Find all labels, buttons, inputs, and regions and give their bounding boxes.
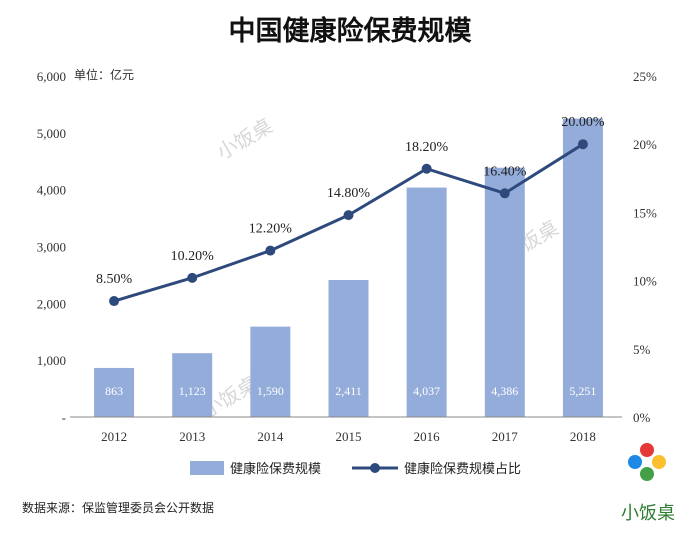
line-value-label: 20.00%	[561, 115, 605, 130]
chart-title: 中国健康险保费规模	[229, 15, 472, 47]
line-value-label: 18.20%	[405, 140, 449, 155]
bar	[172, 353, 213, 417]
right-axis: 0% 5% 10% 15% 20% 25%	[633, 69, 657, 425]
bar-value-label: 5,251	[569, 384, 596, 398]
bar	[328, 279, 369, 417]
left-axis: - 1,000 2,000 3,000 4,000 5,000 6,000	[37, 69, 66, 425]
x-axis: 2012 2013 2014 2015 2016 2017 2018	[101, 429, 596, 444]
x-axis-tick-label: 2017	[492, 429, 519, 444]
line-value-label: 8.50%	[96, 272, 133, 287]
right-axis-tick-label: 5%	[633, 342, 651, 357]
left-axis-tick-label: 3,000	[37, 240, 66, 255]
watermark-text: 小饭桌	[213, 114, 277, 165]
bar	[406, 187, 447, 417]
line-value-label: 10.20%	[171, 249, 215, 264]
x-axis-tick-label: 2016	[414, 429, 441, 444]
source-note: 数据来源：保监管理委员会公开数据	[22, 500, 214, 515]
x-axis-tick-label: 2014	[257, 429, 284, 444]
x-axis-tick-label: 2015	[336, 429, 362, 444]
legend-line-marker	[370, 463, 380, 473]
brand-logo: 小饭桌	[621, 443, 675, 524]
bar	[484, 167, 525, 417]
right-axis-tick-label: 10%	[633, 274, 657, 289]
legend-bar-swatch	[190, 461, 224, 475]
unit-label: 单位：亿元	[74, 67, 134, 82]
bar-value-label: 1,123	[179, 384, 206, 398]
right-axis-tick-label: 0%	[633, 410, 651, 425]
line-series	[109, 139, 588, 307]
line-value-label: 16.40%	[483, 164, 527, 179]
line-labels: 8.50% 10.20% 12.20% 14.80% 18.20% 16.40% 20.00…	[96, 115, 605, 287]
x-axis-tick-label: 2012	[101, 429, 127, 444]
bar-value-label: 4,386	[491, 384, 518, 398]
left-axis-tick-label: 5,000	[37, 126, 66, 141]
bar-value-label: 1,590	[257, 384, 284, 398]
logo-icon	[628, 443, 666, 481]
line-point	[109, 296, 120, 307]
line-point	[577, 139, 588, 150]
bar-value-label: 863	[105, 384, 123, 398]
legend-line-label: 健康险保费规模占比	[404, 461, 521, 477]
right-axis-tick-label: 15%	[633, 205, 657, 220]
bar-series	[94, 118, 603, 417]
left-axis-tick-label: 2,000	[37, 296, 66, 311]
bar-labels: 863 1,123 1,590 2,411 4,037 4,386 5,251	[105, 384, 596, 398]
right-axis-tick-label: 25%	[633, 69, 657, 84]
x-axis-tick-label: 2018	[570, 429, 596, 444]
left-axis-tick-label: 6,000	[37, 69, 66, 84]
bar	[562, 118, 603, 417]
legend-bar-label: 健康险保费规模	[230, 461, 321, 477]
left-axis-tick-label: -	[62, 410, 66, 425]
bar-value-label: 2,411	[335, 384, 362, 398]
x-axis-tick-label: 2013	[179, 429, 205, 444]
line-point	[187, 272, 198, 283]
bar-value-label: 4,037	[413, 384, 440, 398]
right-axis-tick-label: 20%	[633, 137, 657, 152]
line-value-label: 12.20%	[249, 222, 293, 237]
line-point	[265, 245, 276, 256]
bar	[250, 326, 291, 417]
legend: 健康险保费规模 健康险保费规模占比	[190, 461, 521, 477]
line-point	[421, 163, 432, 174]
left-axis-tick-label: 4,000	[37, 183, 66, 198]
left-axis-tick-label: 1,000	[37, 353, 66, 368]
line-point	[499, 188, 510, 199]
line-point	[343, 210, 354, 221]
logo-text: 小饭桌	[621, 503, 675, 524]
bar	[94, 367, 135, 417]
line-value-label: 14.80%	[327, 186, 371, 201]
